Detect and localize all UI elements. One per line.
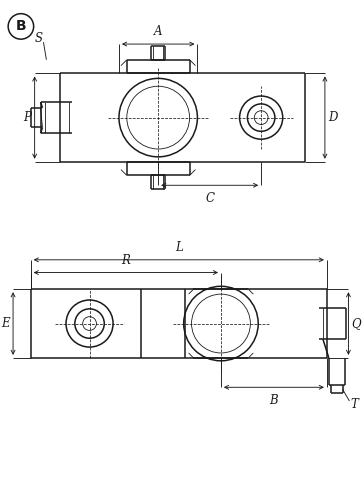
- Text: L: L: [175, 241, 183, 254]
- Text: C: C: [205, 192, 214, 205]
- Text: R: R: [121, 254, 130, 266]
- Text: B: B: [16, 20, 26, 34]
- Text: E: E: [1, 317, 9, 330]
- Text: D: D: [328, 111, 337, 124]
- Text: S: S: [34, 32, 43, 44]
- Text: A: A: [154, 25, 163, 38]
- Text: Q: Q: [352, 317, 361, 330]
- Text: B: B: [270, 394, 278, 407]
- Text: P: P: [23, 111, 31, 124]
- Text: T: T: [350, 398, 358, 411]
